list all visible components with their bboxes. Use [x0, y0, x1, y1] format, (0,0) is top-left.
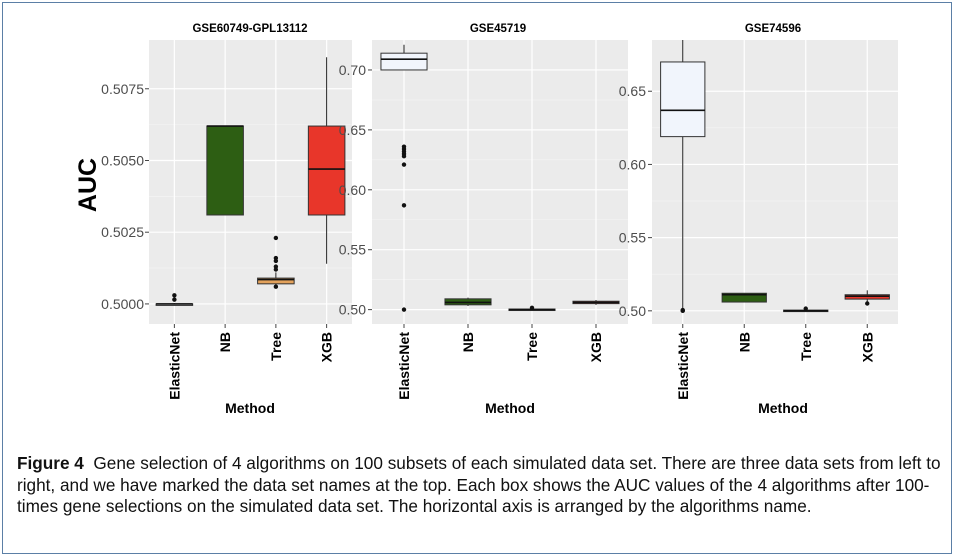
x-tick-label: NB	[217, 332, 233, 352]
x-tick-label: NB	[460, 332, 476, 352]
x-tick-label: NB	[736, 332, 752, 352]
outlier-point	[401, 203, 407, 208]
y-tick-label: 0.5025	[101, 224, 144, 240]
outlier-point	[172, 297, 177, 302]
box-elasticnet	[380, 52, 428, 71]
caption-text: Gene selection of 4 algorithms on 100 su…	[17, 453, 941, 516]
y-tick-label: 0.50	[339, 302, 366, 318]
x-tick-label: Tree	[798, 332, 814, 361]
outlier-point	[529, 305, 535, 311]
panel-title: GSE60749-GPL13112	[192, 23, 307, 35]
y-tick-label: 0.60	[339, 182, 366, 198]
x-tick-label: XGB	[319, 332, 335, 362]
x-tick-label: Tree	[524, 332, 540, 361]
y-tick-label: 0.5050	[101, 152, 144, 168]
box-elasticnet	[660, 61, 706, 138]
outlier-point	[401, 307, 407, 312]
x-tick-label: Tree	[268, 332, 284, 361]
outlier-point	[273, 267, 279, 272]
panel-title: GSE74596	[745, 23, 801, 35]
outlier-point	[172, 293, 177, 298]
panel-title: GSE45719	[470, 23, 526, 35]
x-axis-label: Method	[225, 400, 275, 416]
outlier-point	[273, 235, 279, 241]
outlier-point	[680, 307, 685, 313]
y-tick-label: 0.5000	[101, 296, 144, 312]
x-tick-label: XGB	[859, 332, 875, 362]
figure-chart-area: AUC 0.5000 0.5025 0.5050 0.5075 ElasticNet NB T…	[74, 23, 898, 416]
x-tick-label: ElasticNet	[166, 332, 182, 400]
box-xgb	[307, 125, 346, 216]
y-tick-label: 0.60	[619, 156, 646, 172]
y-tick-label: 0.5075	[101, 81, 144, 97]
y-tick-label: 0.65	[339, 122, 366, 138]
y-tick-label: 0.55	[339, 242, 366, 258]
outlier-point	[273, 258, 279, 264]
y-tick-label: 0.50	[619, 303, 646, 319]
y-tick-label: 0.55	[619, 230, 646, 246]
box-tree	[257, 277, 295, 285]
outlier-point	[401, 162, 407, 167]
y-axis-label: AUC	[74, 158, 102, 212]
x-tick-label: ElasticNet	[396, 332, 412, 400]
y-tick-label: 0.70	[339, 62, 366, 78]
box-nb	[206, 125, 244, 216]
caption-label: Figure 4	[17, 453, 84, 473]
x-axis-label: Method	[485, 400, 535, 416]
outlier-point	[803, 306, 808, 311]
y-tick-label: 0.65	[619, 83, 646, 99]
outlier-point	[865, 301, 870, 306]
box-nb	[721, 292, 767, 303]
outlier-point	[401, 154, 407, 159]
outlier-point	[273, 284, 279, 289]
figure-caption: Figure 4 Gene selection of 4 algorithms …	[17, 453, 942, 518]
x-axis-label: Method	[758, 400, 808, 416]
panel-background	[372, 40, 628, 324]
x-tick-label: XGB	[588, 332, 604, 362]
x-tick-label: ElasticNet	[675, 332, 691, 400]
